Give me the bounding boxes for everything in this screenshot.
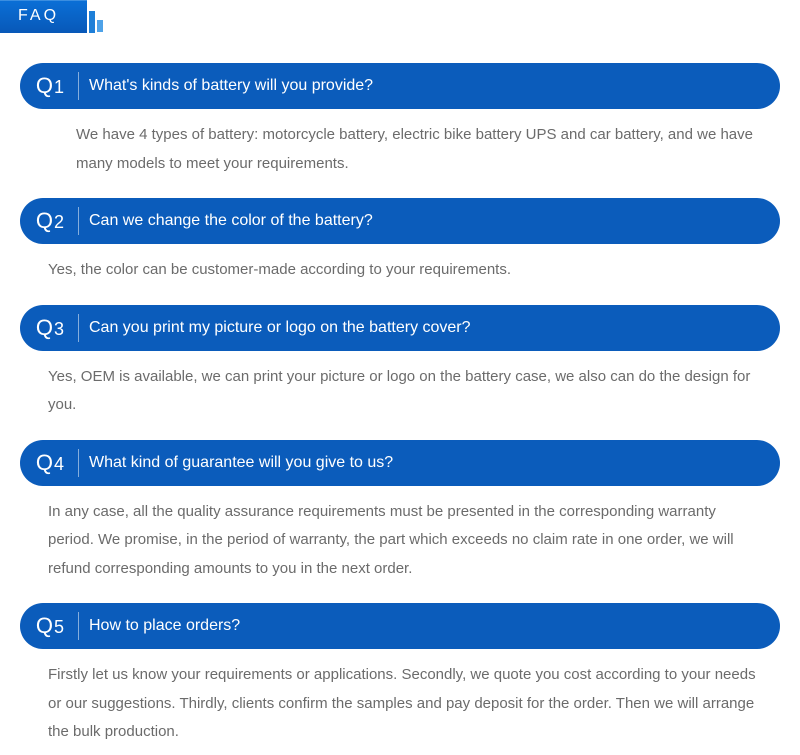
question-badge: Q 5 <box>20 613 74 639</box>
question-badge: Q 1 <box>20 73 74 99</box>
header-accent-bar <box>89 11 95 33</box>
badge-number: 2 <box>54 212 64 233</box>
faq-list: Q 1 What's kinds of battery will you pro… <box>0 63 800 755</box>
question-text: How to place orders? <box>89 617 780 635</box>
badge-number: 5 <box>54 617 64 638</box>
badge-number: 3 <box>54 319 64 340</box>
faq-question-pill: Q 3 Can you print my picture or logo on … <box>20 305 780 351</box>
answer-text: Yes, OEM is available, we can print your… <box>20 351 780 428</box>
faq-item: Q 4 What kind of guarantee will you give… <box>20 440 780 592</box>
badge-divider <box>78 612 79 640</box>
question-text: What kind of guarantee will you give to … <box>89 454 780 472</box>
badge-number: 4 <box>54 454 64 475</box>
answer-text: Firstly let us know your requirements or… <box>20 649 780 755</box>
question-badge: Q 3 <box>20 315 74 341</box>
badge-divider <box>78 207 79 235</box>
badge-divider <box>78 314 79 342</box>
faq-item: Q 5 How to place orders? Firstly let us … <box>20 603 780 755</box>
question-text: What's kinds of battery will you provide… <box>89 77 780 95</box>
answer-text: We have 4 types of battery: motorcycle b… <box>20 109 780 186</box>
faq-question-pill: Q 4 What kind of guarantee will you give… <box>20 440 780 486</box>
badge-letter: Q <box>36 315 53 341</box>
header-accent-bar-small <box>97 20 103 32</box>
question-text: Can you print my picture or logo on the … <box>89 319 780 337</box>
answer-text: Yes, the color can be customer-made acco… <box>20 244 780 293</box>
question-badge: Q 2 <box>20 208 74 234</box>
faq-question-pill: Q 1 What's kinds of battery will you pro… <box>20 63 780 109</box>
question-text: Can we change the color of the battery? <box>89 212 780 230</box>
badge-number: 1 <box>54 77 64 98</box>
faq-item: Q 1 What's kinds of battery will you pro… <box>20 63 780 186</box>
faq-question-pill: Q 2 Can we change the color of the batte… <box>20 198 780 244</box>
badge-divider <box>78 449 79 477</box>
badge-letter: Q <box>36 613 53 639</box>
header-title: FAQ <box>0 0 87 33</box>
question-badge: Q 4 <box>20 450 74 476</box>
badge-letter: Q <box>36 450 53 476</box>
header-bar: FAQ <box>0 0 800 33</box>
badge-divider <box>78 72 79 100</box>
badge-letter: Q <box>36 208 53 234</box>
faq-item: Q 2 Can we change the color of the batte… <box>20 198 780 293</box>
faq-item: Q 3 Can you print my picture or logo on … <box>20 305 780 428</box>
badge-letter: Q <box>36 73 53 99</box>
faq-question-pill: Q 5 How to place orders? <box>20 603 780 649</box>
answer-text: In any case, all the quality assurance r… <box>20 486 780 592</box>
